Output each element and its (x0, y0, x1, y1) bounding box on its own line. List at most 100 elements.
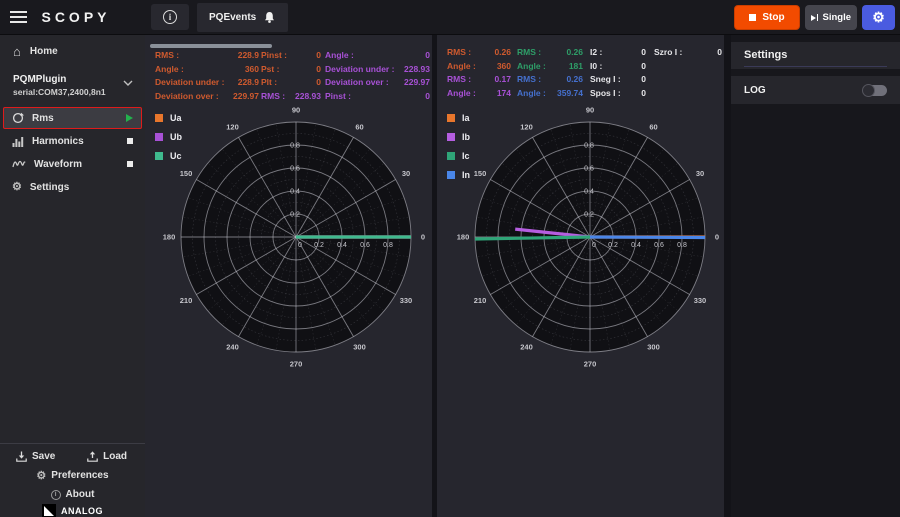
sidebar-item-rms[interactable]: Rms (3, 107, 142, 129)
instrument-info-button[interactable]: i (151, 4, 189, 30)
settings-label: Settings (29, 181, 70, 193)
stat-label: I2 : (590, 47, 603, 57)
sidebar-item-home[interactable]: ⌂ Home (0, 35, 145, 66)
svg-text:270: 270 (584, 360, 597, 369)
tab-pqevents[interactable]: PQEvents (197, 2, 289, 32)
stat-cell: RMS : 0.17 (447, 73, 511, 87)
stat-label: Spos I : (590, 87, 621, 98)
log-toggle-knob[interactable] (862, 83, 875, 97)
current-rms-panel: RMS :0.26 Angle :360 RMS :0.17 Angle :174 RM… (437, 35, 724, 517)
stat-value: 0.26 (494, 47, 511, 57)
current-phasor-chart: 0 30 60 90 120 150 180 210 240 270 300 330 0.2 0.4 0.6… (457, 107, 719, 369)
legend-item-in[interactable]: In (447, 165, 470, 184)
sidebar-item-harmonics[interactable]: Harmonics (3, 130, 142, 152)
stat-cell: I2 : 0 (590, 46, 646, 60)
about-button[interactable]: i About (50, 489, 94, 500)
stat-label: RMS : (517, 74, 542, 84)
svg-text:120: 120 (520, 123, 533, 132)
stat-value: 0 (425, 90, 430, 101)
legend-item-ib[interactable]: Ib (447, 127, 470, 146)
svg-text:0.2: 0.2 (314, 242, 324, 249)
stat-cell: Pinst : 0 (325, 90, 430, 104)
home-icon: ⌂ (13, 43, 21, 59)
sidebar-footer: Save Load ⚙ Preferences (0, 443, 145, 517)
gear-icon: ⚙ (872, 9, 885, 25)
stat-label: I0 : (590, 60, 603, 71)
analog-devices-logo-icon (42, 504, 56, 517)
legend-label: Ub (170, 131, 182, 142)
legend-item-ia[interactable]: Ia (447, 108, 470, 127)
legend-item-ua[interactable]: Ua (155, 108, 182, 127)
settings-gear-icon: ⚙ (12, 181, 22, 193)
sidebar-item-waveform[interactable]: Waveform (3, 153, 142, 175)
settings-panel-title: Settings (744, 49, 788, 61)
svg-text:270: 270 (290, 360, 303, 369)
legend-label: Ia (462, 112, 470, 123)
legend-label: Ua (170, 112, 182, 123)
stat-cell: Spos I : 0 (590, 87, 646, 101)
svg-text:150: 150 (180, 169, 193, 178)
stat-cell: Szro I : 0 (654, 46, 722, 60)
waveform-stopped-icon[interactable] (127, 161, 133, 167)
load-button[interactable]: Load (87, 451, 127, 462)
stat-value: 0 (316, 63, 321, 74)
svg-text:0.8: 0.8 (584, 143, 594, 150)
top-bar: SCOPY i PQEvents Stop Single (0, 0, 900, 35)
stat-label: RMS : (155, 50, 180, 60)
legend-item-ub[interactable]: Ub (155, 127, 182, 146)
legend-label: Ib (462, 131, 470, 142)
rms-running-icon[interactable] (126, 114, 133, 122)
stat-value: 0 (641, 87, 646, 98)
voltage-legend: Ua Ub Uc (155, 108, 182, 165)
stat-label: RMS : (447, 47, 472, 57)
info-icon: i (163, 10, 177, 24)
preferences-button[interactable]: ⚙ Preferences (36, 470, 108, 481)
harmonics-stopped-icon[interactable] (127, 138, 133, 144)
general-settings-button[interactable]: ⚙ (862, 5, 895, 30)
save-icon (16, 451, 27, 462)
stat-value: 0.26 (566, 47, 583, 57)
stat-value: 228.93 (404, 63, 430, 74)
single-button[interactable]: Single (805, 5, 857, 30)
sidebar-item-settings[interactable]: ⚙ Settings (3, 176, 142, 198)
svg-text:0.6: 0.6 (584, 166, 594, 173)
stat-label: Deviation under : (155, 77, 225, 87)
svg-text:300: 300 (647, 342, 660, 351)
legend-color-swatch (447, 170, 455, 179)
stat-label: Angle : (325, 50, 354, 60)
stat-label: Angle : (517, 87, 546, 98)
svg-text:60: 60 (355, 123, 363, 132)
svg-text:0: 0 (298, 242, 302, 249)
legend-item-uc[interactable]: Uc (155, 146, 182, 165)
log-label: LOG (744, 84, 766, 96)
svg-text:0: 0 (592, 242, 596, 249)
stat-cell: Deviation under : 228.9 (155, 76, 259, 90)
stat-cell: RMS : 228.93 (261, 90, 321, 104)
svg-text:0: 0 (421, 233, 425, 242)
log-toggle[interactable] (862, 83, 887, 97)
stat-label: Plt : (261, 77, 278, 87)
stats-horizontal-scrollbar[interactable] (150, 44, 272, 48)
harmonics-label: Harmonics (32, 135, 84, 147)
svg-text:0.8: 0.8 (383, 242, 393, 249)
stat-cell: Angle : 174 (447, 87, 511, 101)
save-button[interactable]: Save (16, 451, 55, 462)
hamburger-menu-icon[interactable] (10, 11, 27, 23)
rms-icon (12, 112, 24, 124)
stat-label: RMS : (517, 47, 542, 57)
legend-color-swatch (155, 151, 163, 160)
stop-button[interactable]: Stop (734, 5, 800, 30)
stat-label: Deviation over : (325, 77, 389, 87)
plugin-header-pqm[interactable]: PQMPlugin serial:COM37,2400,8n1 (0, 66, 145, 101)
log-section: LOG (731, 76, 900, 104)
svg-text:0.2: 0.2 (290, 212, 300, 219)
preferences-label: Preferences (51, 470, 109, 481)
load-label: Load (103, 451, 127, 462)
plugin-serial: serial:COM37,2400,8n1 (13, 87, 106, 97)
stat-label: Sneg I : (590, 74, 621, 84)
panel-divider (432, 35, 437, 517)
stat-column: Angle :0 Deviation under :228.93 Deviation… (325, 49, 430, 103)
stat-label: Deviation over : (155, 90, 219, 101)
stat-cell: I0 : 0 (590, 60, 646, 74)
legend-item-ic[interactable]: Ic (447, 146, 470, 165)
